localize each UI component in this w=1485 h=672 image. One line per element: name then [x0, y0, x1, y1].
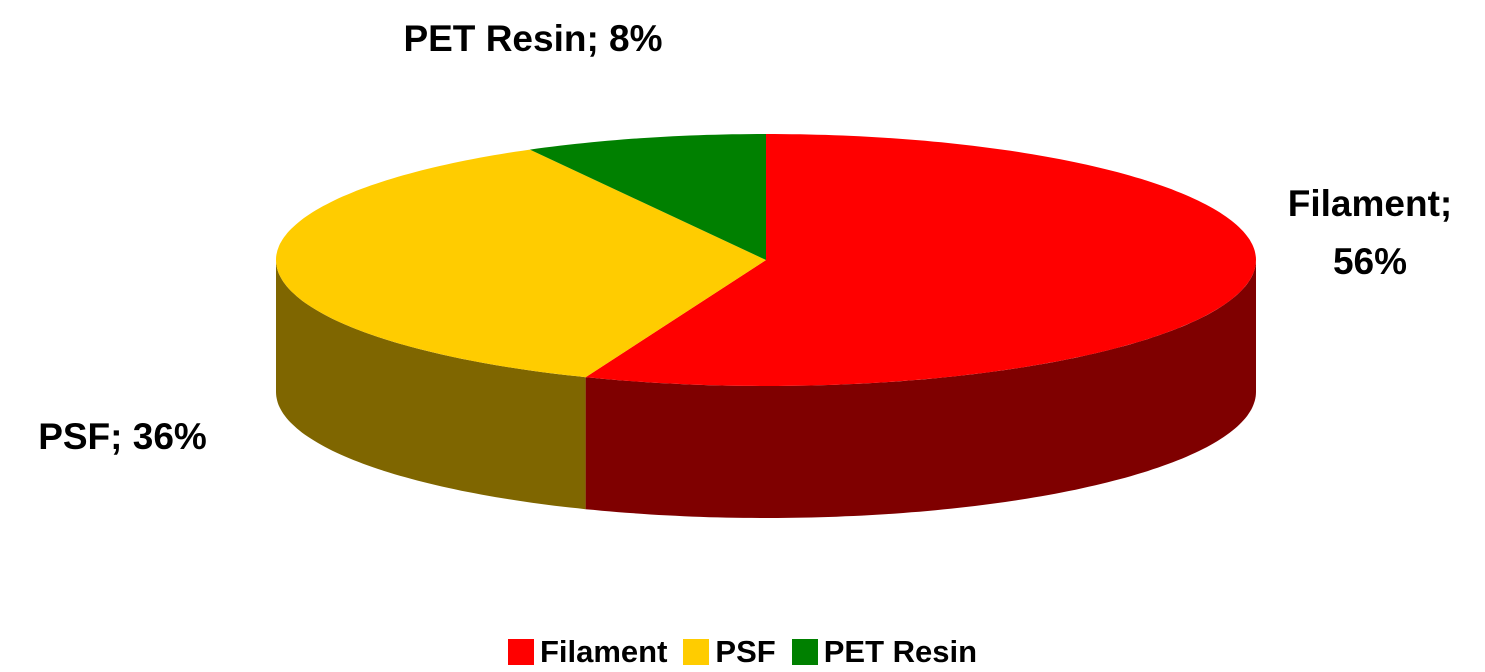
- legend-label: PSF: [715, 634, 776, 669]
- legend-label: PET Resin: [823, 634, 978, 669]
- slice: [276, 149, 766, 378]
- data-label: PET Resin; 8%: [403, 18, 663, 59]
- data-label: Filament; 56%: [1287, 183, 1453, 282]
- legend-item: PSF: [683, 634, 776, 670]
- legend-label: Filament: [539, 634, 668, 669]
- slice-side: [585, 260, 1256, 518]
- slice: [529, 134, 766, 260]
- legend-swatch: [683, 639, 710, 665]
- legend: Filament PSF PET Resin: [0, 634, 1485, 670]
- legend-item: Filament: [507, 634, 668, 670]
- legend-swatch: [507, 639, 534, 665]
- data-label: PSF; 36%: [38, 416, 207, 457]
- legend-item: PET Resin: [791, 634, 978, 670]
- slice-side: [276, 260, 586, 510]
- slice: [585, 134, 1256, 386]
- legend-swatch: [791, 639, 818, 665]
